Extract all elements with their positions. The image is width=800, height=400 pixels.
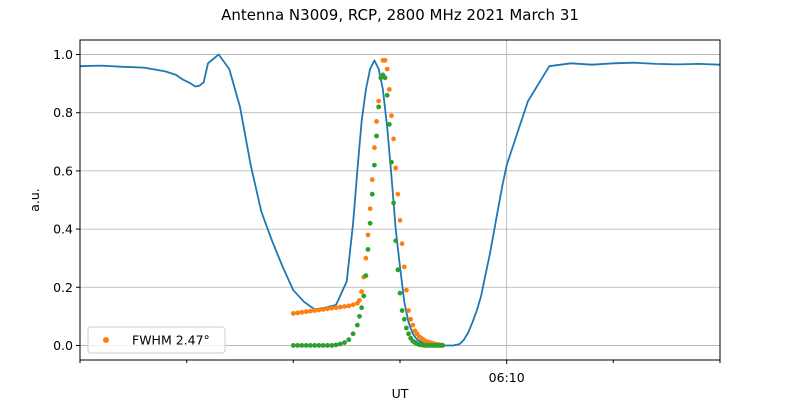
data-point-fit-points — [342, 340, 347, 345]
data-point-fit-points — [386, 121, 392, 127]
data-point-fwhm-points — [320, 306, 326, 312]
y-axis-label: a.u. — [27, 188, 42, 212]
data-point-fit-points — [346, 337, 352, 343]
data-point-fwhm-points — [399, 241, 405, 247]
data-point-fwhm-points — [295, 310, 300, 316]
data-point-fit-points — [399, 308, 405, 313]
data-point-fit-points — [316, 343, 322, 348]
data-point-fwhm-points — [382, 57, 388, 63]
plot-frame — [79, 39, 721, 361]
data-point-fit-points — [391, 200, 396, 206]
data-point-fwhm-points — [346, 303, 352, 309]
data-point-fwhm-points — [391, 136, 396, 142]
data-point-fwhm-points — [365, 232, 371, 238]
data-point-fwhm-points — [337, 304, 343, 310]
data-point-fwhm-points — [372, 145, 377, 151]
data-point-fit-points — [369, 191, 375, 197]
data-point-fwhm-points — [369, 177, 375, 183]
data-point-fit-points — [354, 322, 360, 328]
data-point-fit-points — [406, 331, 411, 337]
data-point-fit-points — [404, 325, 409, 331]
data-point-fit-points — [376, 104, 382, 110]
data-point-fwhm-points — [374, 119, 379, 124]
x-axis-label: UT — [392, 386, 409, 400]
data-point-fit-points — [299, 343, 305, 348]
data-point-fit-points — [333, 342, 339, 348]
data-point-fwhm-points — [308, 308, 313, 314]
chart-title: Antenna N3009, RCP, 2800 MHz 2021 March … — [221, 6, 579, 24]
data-point-fwhm-points — [393, 165, 399, 171]
data-point-fwhm-points — [401, 264, 407, 270]
data-point-fit-points — [303, 343, 309, 348]
series-line-measured — [79, 53, 721, 347]
data-point-fwhm-points — [397, 217, 403, 223]
data-point-fit-points — [308, 343, 313, 348]
data-point-fwhm-points — [404, 287, 409, 293]
data-point-fit-points — [372, 162, 377, 168]
y-tick-label: 0.6 — [53, 163, 73, 178]
data-point-fit-points — [337, 341, 343, 347]
data-point-fwhm-points — [367, 206, 373, 212]
data-point-fwhm-points — [408, 316, 414, 322]
data-point-fwhm-points — [299, 309, 305, 315]
data-point-fwhm-points — [350, 302, 356, 308]
data-point-fwhm-points — [303, 309, 309, 315]
legend-box — [87, 326, 226, 354]
data-point-fit-points — [325, 343, 330, 348]
data-point-fwhm-points — [359, 289, 364, 295]
y-tick-label: 0.4 — [53, 222, 73, 237]
data-point-fit-points — [384, 92, 390, 98]
data-point-fwhm-points — [410, 322, 416, 328]
data-point-fit-points — [361, 293, 367, 299]
legend: FWHM 2.47° — [87, 326, 226, 354]
data-point-fwhm-points — [376, 98, 382, 104]
grid — [80, 40, 720, 360]
data-point-fit-points — [359, 305, 364, 311]
data-point-fwhm-points — [363, 255, 369, 261]
y-tick-label: 0.8 — [53, 105, 73, 120]
data-point-fwhm-points — [333, 305, 339, 311]
y-tick-label: 1.0 — [53, 47, 73, 62]
x-tick-label: 06:10 — [489, 370, 525, 385]
plot-series — [79, 53, 721, 348]
data-point-fit-points — [440, 343, 446, 348]
data-point-fit-points — [365, 247, 371, 252]
data-point-fwhm-points — [325, 306, 330, 312]
data-point-fit-points — [329, 343, 335, 348]
data-point-fit-points — [295, 343, 300, 348]
data-point-fit-points — [395, 267, 401, 273]
data-point-fit-points — [320, 343, 326, 348]
data-point-fwhm-points — [389, 113, 394, 119]
data-point-fit-points — [382, 75, 388, 81]
data-point-fit-points — [363, 273, 369, 279]
y-tick-label: 0.2 — [53, 280, 73, 295]
data-point-fit-points — [357, 313, 362, 319]
data-point-fit-points — [401, 316, 407, 322]
data-point-fwhm-points — [316, 307, 322, 313]
data-point-fit-points — [350, 331, 356, 337]
data-point-fwhm-points — [395, 191, 401, 197]
data-point-fwhm-points — [290, 311, 296, 316]
data-point-fit-points — [389, 159, 394, 165]
data-point-fwhm-points — [406, 308, 411, 313]
axes: 0.0 0.2 0.4 0.6 0.8 1.0 06:10 — [53, 39, 721, 385]
data-point-fit-points — [397, 290, 403, 296]
data-point-fwhm-points — [357, 297, 362, 303]
data-point-fit-points — [367, 220, 373, 226]
data-point-fwhm-points — [312, 308, 318, 313]
data-point-fit-points — [290, 343, 296, 348]
data-point-fit-points — [374, 133, 379, 139]
data-point-fwhm-points — [342, 304, 347, 309]
data-point-fit-points — [393, 238, 399, 244]
legend-marker — [103, 337, 109, 343]
data-point-fwhm-points — [329, 305, 335, 311]
data-point-fwhm-points — [384, 66, 390, 72]
data-point-fwhm-points — [386, 87, 392, 92]
y-tick-label: 0.0 — [53, 338, 73, 353]
legend-label: FWHM 2.47° — [132, 333, 210, 348]
data-point-fit-points — [312, 343, 318, 348]
